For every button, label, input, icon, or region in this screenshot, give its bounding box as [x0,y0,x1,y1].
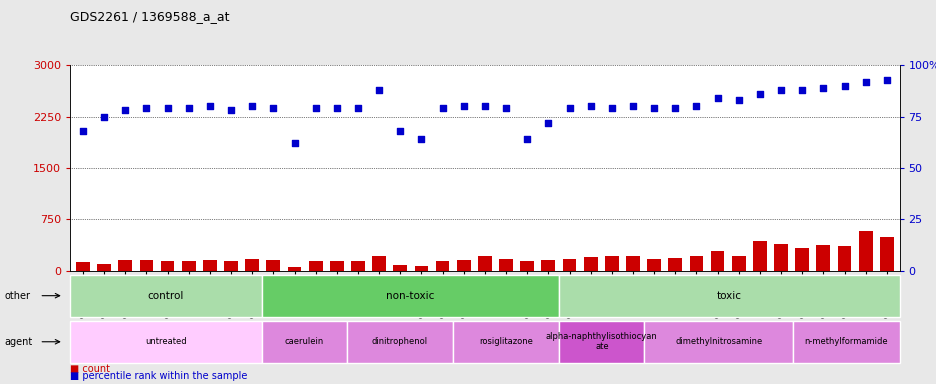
Point [224,108,239,114]
Point [160,105,175,111]
Text: ■ percentile rank within the sample: ■ percentile rank within the sample [70,371,247,381]
Bar [118,260,132,271]
Bar [329,261,344,271]
Point [76,128,91,134]
Text: agent: agent [5,337,33,347]
Point [752,91,767,97]
Bar [499,259,512,271]
Point [667,105,682,111]
Point [498,105,513,111]
Point [562,105,577,111]
Point [646,105,661,111]
Bar [858,231,871,271]
Text: other: other [5,291,31,301]
Point [434,105,449,111]
Bar [625,256,639,271]
Point [372,87,387,93]
Point [350,105,365,111]
Text: dimethylnitrosamine: dimethylnitrosamine [675,337,762,346]
Point [266,105,281,111]
Text: GDS2261 / 1369588_a_at: GDS2261 / 1369588_a_at [70,10,229,23]
Text: untreated: untreated [145,337,186,346]
Point [96,114,111,120]
Text: toxic: toxic [716,291,741,301]
Bar [182,261,196,271]
Bar [266,260,280,271]
Point [688,103,703,109]
Bar [139,260,154,271]
Text: dinitrophenol: dinitrophenol [372,337,428,346]
Point [476,103,491,109]
Point [202,103,217,109]
Point [456,103,471,109]
Point [836,83,851,89]
Bar [773,244,787,271]
Bar [203,260,216,271]
Point [857,79,872,85]
Point [604,105,619,111]
Point [118,108,133,114]
Bar [351,261,364,271]
Point [709,95,724,101]
Bar [837,246,851,271]
Bar [97,264,110,271]
Point [519,136,534,142]
Bar [795,248,808,271]
Point [286,140,301,146]
Point [730,97,745,103]
Bar [562,260,576,271]
Point [244,103,259,109]
Bar [731,256,745,271]
Point [392,128,407,134]
Point [308,105,323,111]
Bar [287,266,301,271]
Text: alpha-naphthylisothiocyan
ate: alpha-naphthylisothiocyan ate [546,332,657,351]
Bar [815,245,829,271]
Bar [477,257,491,271]
Bar [583,257,597,271]
Bar [605,257,618,271]
Bar [435,262,449,271]
Point [540,120,555,126]
Bar [710,251,724,271]
Bar [519,261,534,271]
Bar [647,259,660,271]
Text: rosiglitazone: rosiglitazone [478,337,533,346]
Text: caerulein: caerulein [285,337,324,346]
Point [139,105,154,111]
Text: control: control [148,291,184,301]
Bar [689,257,703,271]
Text: ■ count: ■ count [70,364,110,374]
Point [815,85,830,91]
Bar [372,257,386,271]
Point [414,136,429,142]
Bar [753,241,766,271]
Bar [667,258,681,271]
Point [582,103,597,109]
Bar [161,261,174,271]
Bar [879,237,893,271]
Bar [541,260,555,271]
Text: non-toxic: non-toxic [386,291,434,301]
Point [625,103,640,109]
Point [329,105,344,111]
Point [181,105,196,111]
Bar [393,265,407,271]
Point [878,76,893,83]
Bar [457,260,470,271]
Bar [224,261,238,271]
Bar [414,266,428,271]
Point [773,87,788,93]
Bar [309,261,322,271]
Bar [76,262,90,271]
Bar [245,260,258,271]
Point [794,87,809,93]
Text: n-methylformamide: n-methylformamide [804,337,887,346]
